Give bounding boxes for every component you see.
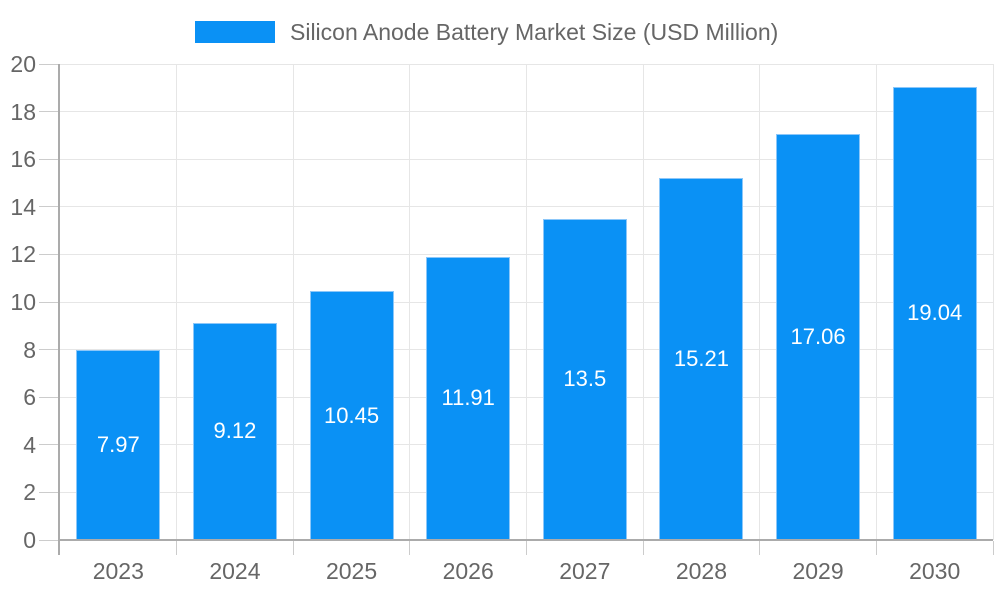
x-axis-tick [875,541,877,555]
y-axis-tick-label: 6 [23,384,36,411]
bar-value-label: 15.21 [673,346,729,371]
y-axis-tick [39,206,59,208]
x-axis-tick-label: 2026 [442,558,494,584]
x-gridline [292,64,294,540]
x-axis-tick-label: 2024 [209,558,261,584]
y-axis-tick-label: 16 [10,146,36,173]
bar[interactable] [426,256,511,540]
x-axis-line [58,539,993,541]
x-gridline [642,64,644,540]
y-axis-tick [39,111,59,113]
y-axis-tick-label: 8 [23,336,36,363]
x-axis-tick [176,541,178,555]
y-axis-tick [39,396,59,398]
y-axis-tick-label: 4 [23,431,36,458]
x-axis-tick-label: 2027 [559,558,611,584]
x-gridline [992,64,994,540]
x-gridline [409,64,411,540]
x-axis-tick-label: 2029 [792,558,844,584]
bar[interactable] [892,86,977,540]
legend-item[interactable]: Silicon Anode Battery Market Size (USD M… [195,20,778,44]
bar[interactable] [776,133,861,540]
x-gridline [526,64,527,540]
bar-value-label: 7.97 [96,432,140,458]
y-axis-tick-label: 18 [10,98,36,125]
legend-color-swatch [195,21,275,43]
bar-value-label: 13.5 [563,366,607,392]
bar-value-label: 9.12 [213,418,257,444]
y-axis-tick-label: 14 [10,193,36,220]
x-axis-tick [526,541,527,555]
x-axis-tick-label: 2023 [92,558,144,584]
x-axis-tick-label: 2030 [909,558,961,584]
x-axis-tick-label: 2025 [325,558,378,584]
y-axis-tick-label: 20 [10,51,36,77]
y-axis-tick [39,444,59,446]
y-axis-tick-label: 12 [10,241,36,268]
x-axis-tick [992,541,994,555]
y-axis-line [58,64,60,555]
x-axis-tick [292,541,294,555]
y-axis-tick [39,539,59,541]
y-axis-tick-label: 10 [10,289,36,315]
y-axis-tick [39,349,59,351]
x-gridline [176,64,178,540]
bar[interactable] [309,291,394,540]
y-axis-tick-label: 0 [23,527,36,553]
y-axis-tick [39,158,59,160]
bar[interactable] [659,178,744,540]
y-axis-tick [39,301,59,303]
x-axis-tick [409,541,411,555]
bar[interactable] [76,350,161,540]
x-axis-tick [642,541,644,555]
bar-value-label: 19.04 [907,300,963,326]
x-gridline [759,64,761,540]
bar[interactable] [192,322,277,540]
legend-label: Silicon Anode Battery Market Size (USD M… [290,19,779,45]
y-axis-tick-label: 2 [23,479,36,506]
x-axis-tick [759,541,761,555]
bar-value-label: 11.91 [441,385,495,411]
y-axis-tick [39,253,59,255]
y-axis-tick [39,63,59,65]
x-gridline [875,64,877,540]
bar-value-label: 17.06 [790,323,846,349]
y-axis-tick [39,491,59,493]
bar[interactable] [542,218,627,540]
x-axis-tick-label: 2028 [675,558,728,584]
bar-value-label: 10.45 [324,402,380,428]
